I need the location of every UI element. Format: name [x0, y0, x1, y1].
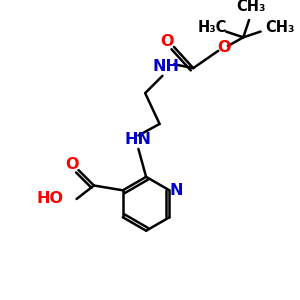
Text: N: N [169, 183, 183, 198]
Text: HN: HN [125, 132, 152, 147]
Text: O: O [65, 157, 79, 172]
Text: O: O [160, 34, 174, 49]
Text: NH: NH [153, 59, 180, 74]
Text: CH₃: CH₃ [236, 0, 266, 14]
Text: H₃C: H₃C [198, 20, 227, 35]
Text: HO: HO [36, 191, 63, 206]
Text: O: O [217, 40, 231, 56]
Text: CH₃: CH₃ [265, 20, 295, 35]
